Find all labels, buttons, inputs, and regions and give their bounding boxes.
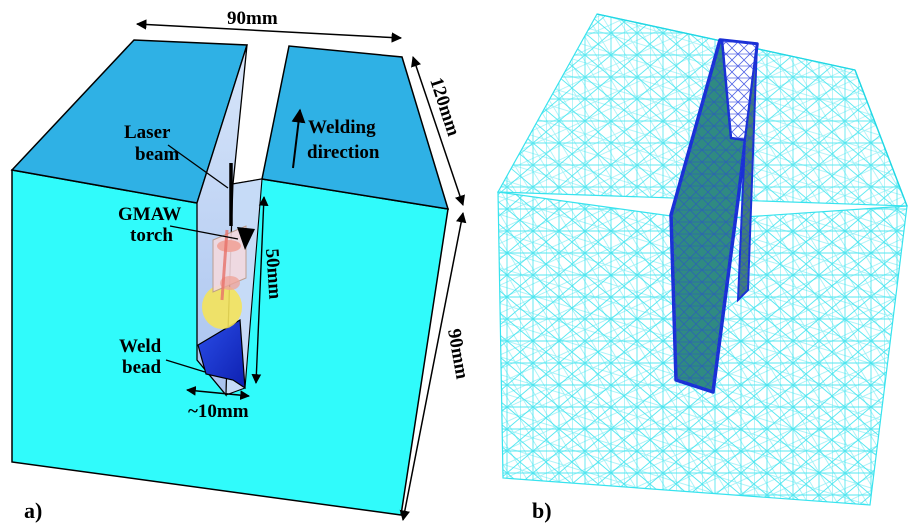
panel-b-label: b)	[532, 498, 552, 523]
label-weld-line2: bead	[122, 357, 162, 378]
label-welding-line2: direction	[307, 142, 380, 163]
panel-b: b)	[496, 13, 908, 523]
block-right-top-face	[261, 45, 450, 210]
panel-a: 90mm 120mm 90mm 50mm ~10mm Laser beam We…	[10, 8, 473, 523]
gmaw-torch	[212, 225, 255, 293]
leader-weld	[165, 359, 206, 373]
dim-height-arrow	[399, 211, 467, 522]
dim-depth-arrow	[411, 56, 465, 206]
dim-depth-label: 120mm	[425, 75, 464, 139]
welding-direction-arrow	[291, 108, 306, 169]
label-laser-line1: Laser	[124, 122, 171, 143]
dim-groove-width-label: ~10mm	[188, 401, 249, 422]
arc-glow	[202, 285, 242, 329]
dim-groove-depth-arrow	[251, 196, 269, 384]
dim-groove-width-arrow	[186, 385, 250, 401]
label-gmaw-line1: GMAW	[118, 204, 181, 225]
dim-height-label: 90mm	[443, 327, 473, 381]
dim-groove-depth-label: 50mm	[261, 248, 285, 300]
leader-gmaw	[169, 225, 239, 240]
label-weld-line1: Weld	[119, 336, 162, 357]
label-laser-line2: beam	[135, 144, 180, 165]
dim-width-label: 90mm	[227, 8, 278, 29]
dim-width-arrow	[135, 19, 403, 43]
leader-laser	[167, 144, 229, 189]
label-gmaw-line2: torch	[130, 225, 173, 246]
panel-a-label: a)	[24, 498, 42, 523]
label-welding-line1: Welding	[308, 117, 376, 138]
laser-beam-glow	[220, 229, 229, 301]
